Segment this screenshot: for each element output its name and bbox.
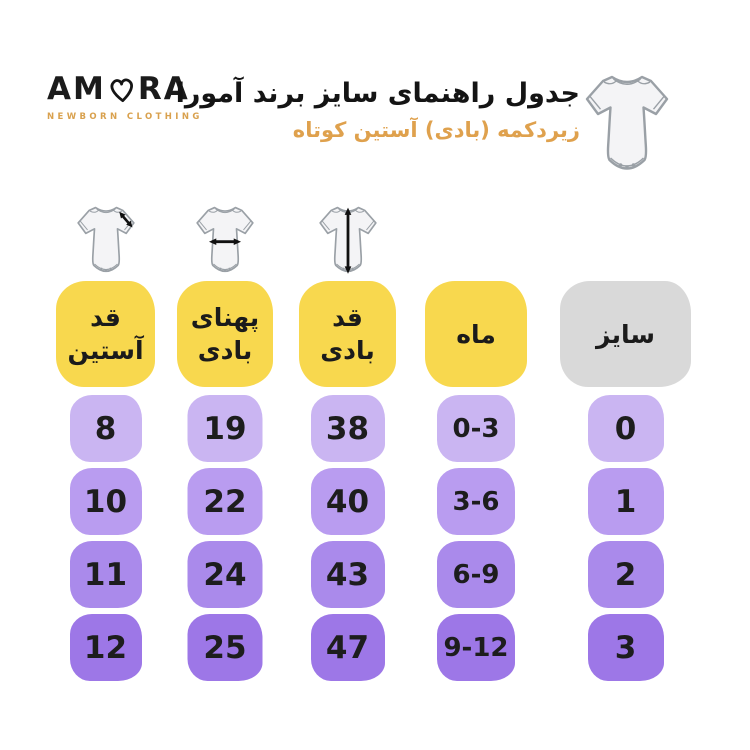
cell-body-width-row1: 22 bbox=[187, 468, 263, 535]
cell-size-row1: 1 bbox=[587, 468, 664, 535]
cell-sleeve-length-row0: 8 bbox=[69, 395, 142, 462]
column-body-length: قد بادی 38 40 43 47 bbox=[299, 281, 396, 691]
bodysuit-horizontal-arrow-icon bbox=[187, 202, 263, 280]
cell-size-row3: 3 bbox=[587, 614, 664, 681]
brand-logo-wordmark: AM RA bbox=[47, 74, 203, 105]
page-subtitle: زیردکمه (بادی) آستین کوتاه bbox=[292, 118, 580, 143]
column-body-width: پهنای بادی 19 22 24 25 bbox=[177, 281, 273, 691]
cell-body-width-row2: 24 bbox=[187, 541, 263, 608]
brand-tagline: NEWBORN CLOTHING bbox=[47, 112, 203, 122]
page-title: جدول راهنمای سایز برند آمورا bbox=[175, 78, 580, 109]
column-size: سایز 0 1 2 3 bbox=[560, 281, 691, 691]
logo-text-prefix: AM bbox=[47, 71, 106, 107]
cell-body-width-row3: 25 bbox=[187, 614, 263, 681]
column-header-sleeve-length: قد آستین bbox=[56, 281, 155, 387]
cell-body-length-row2: 43 bbox=[310, 541, 385, 608]
cell-body-length-row0: 38 bbox=[310, 395, 385, 462]
column-header-month: ماه bbox=[425, 281, 527, 387]
cell-sleeve-length-row2: 11 bbox=[69, 541, 142, 608]
cell-month-row1: 3-6 bbox=[437, 468, 515, 535]
column-month: ماه 0-3 3-6 6-9 9-12 bbox=[425, 281, 527, 691]
heart-outline-icon bbox=[110, 78, 133, 102]
cell-month-row0: 0-3 bbox=[437, 395, 515, 462]
bodysuit-vertical-arrow-icon bbox=[310, 202, 386, 280]
bodysuit-diagonal-arrow-icon bbox=[68, 202, 144, 280]
column-header-body-width: پهنای بادی bbox=[177, 281, 273, 387]
cell-sleeve-length-row1: 10 bbox=[69, 468, 142, 535]
cell-body-width-row0: 19 bbox=[187, 395, 263, 462]
column-header-body-length: قد بادی bbox=[299, 281, 396, 387]
logo-text-suffix: RA bbox=[137, 71, 190, 107]
brand-logo: AM RA NEWBORN CLOTHING bbox=[47, 74, 203, 123]
title-block: جدول راهنمای سایز برند آمورا زیردکمه (با… bbox=[176, 78, 580, 144]
cell-body-length-row3: 47 bbox=[310, 614, 385, 681]
column-header-size: سایز bbox=[560, 281, 691, 387]
cell-sleeve-length-row3: 12 bbox=[69, 614, 142, 681]
cell-size-row0: 0 bbox=[587, 395, 664, 462]
cell-size-row2: 2 bbox=[587, 541, 664, 608]
column-sleeve-length: قد آستین 8 10 11 12 bbox=[56, 281, 155, 691]
cell-body-length-row1: 40 bbox=[310, 468, 385, 535]
cell-month-row3: 9-12 bbox=[437, 614, 515, 681]
cell-month-row2: 6-9 bbox=[437, 541, 515, 608]
